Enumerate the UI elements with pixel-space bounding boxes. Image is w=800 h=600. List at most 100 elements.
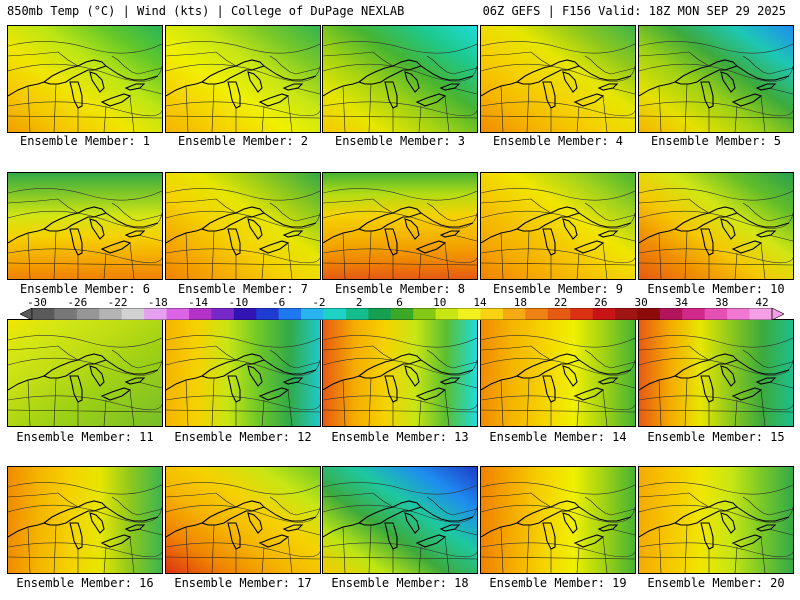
coastline — [8, 65, 159, 97]
height-contour — [639, 542, 793, 558]
colorbar-swatch — [727, 308, 750, 320]
great-lakes-outline — [200, 59, 304, 109]
colorbar-swatch — [592, 308, 616, 320]
great-lakes-outline — [673, 353, 777, 403]
colorbar-tick-labels: -30 -26 -22 -18 -14 -10 -6 -2 2 6 10 14 18 22 26 30 34 38… — [0, 296, 800, 309]
height-contour — [8, 335, 162, 348]
height-contour — [639, 482, 793, 495]
height-contour — [481, 335, 635, 348]
colorbar-swatch — [615, 308, 638, 320]
height-contour — [323, 210, 477, 229]
coastline — [166, 212, 317, 244]
colorbar-swatch — [256, 308, 279, 320]
ensemble-member-label: Ensemble Member: 19 — [489, 576, 627, 590]
colorbar-swatch — [525, 308, 549, 320]
ensemble-member-map — [638, 172, 794, 280]
height-contour — [166, 248, 320, 264]
ensemble-member-map — [322, 172, 478, 280]
colorbar-tick-label: 42 — [755, 296, 769, 309]
colorbar-tick-label: 18 — [513, 296, 527, 309]
height-contour — [166, 357, 320, 376]
great-lakes-outline — [673, 500, 777, 550]
colorbar-swatch — [458, 308, 481, 320]
colorbar-swatch — [345, 308, 369, 320]
height-contour — [639, 63, 793, 82]
coastline — [639, 359, 790, 391]
ensemble-member-label: Ensemble Member: 4 — [492, 134, 624, 148]
state-borders — [639, 51, 793, 132]
height-contour — [481, 41, 635, 54]
colorbar-tick-label: 2 — [355, 296, 363, 309]
height-contour — [639, 504, 793, 523]
ensemble-member-map — [165, 172, 321, 280]
height-contour — [8, 395, 162, 411]
height-contour — [8, 210, 162, 229]
coastline — [481, 359, 632, 391]
colorbar-swatch — [121, 308, 145, 320]
coastline — [323, 359, 474, 391]
ensemble-member-label: Ensemble Member: 1 — [19, 134, 151, 148]
height-contour — [323, 101, 477, 117]
state-borders — [481, 492, 635, 573]
great-lakes-outline — [42, 206, 146, 256]
height-contour — [481, 542, 635, 558]
height-contour — [8, 101, 162, 117]
height-contour — [639, 248, 793, 264]
ensemble-member-label: Ensemble Member: 10 — [647, 282, 785, 296]
height-contour — [8, 248, 162, 264]
height-contour — [481, 101, 635, 117]
colorbar-tick-label: 38 — [715, 296, 729, 309]
height-contour — [323, 504, 477, 523]
colorbar-high-arrow — [771, 308, 784, 320]
state-borders — [8, 198, 162, 279]
great-lakes-outline — [673, 59, 777, 109]
coastline — [8, 359, 159, 391]
temperature-colorbar — [20, 308, 784, 320]
coastline — [323, 65, 474, 97]
height-contour — [8, 542, 162, 558]
colorbar-swatch — [547, 308, 571, 320]
coastline — [481, 212, 632, 244]
height-contour — [8, 63, 162, 82]
height-contour — [8, 188, 162, 201]
height-contour — [639, 41, 793, 54]
ensemble-member-label: Ensemble Member: 14 — [489, 430, 627, 444]
ensemble-member-label: Ensemble Member: 15 — [647, 430, 785, 444]
height-contour — [166, 542, 320, 558]
coastline — [481, 65, 632, 97]
height-contour — [166, 335, 320, 348]
colorbar-tick-label: -6 — [272, 296, 286, 309]
height-contour — [481, 504, 635, 523]
colorbar-swatch — [659, 308, 683, 320]
colorbar-tick-label: 34 — [674, 296, 689, 309]
height-contour — [166, 63, 320, 82]
colorbar-swatch — [211, 308, 235, 320]
state-borders — [166, 345, 320, 426]
great-lakes-outline — [673, 206, 777, 256]
ensemble-member-map — [638, 319, 794, 427]
colorbar-swatch — [54, 308, 78, 320]
coastline — [639, 65, 790, 97]
ensemble-member-label: Ensemble Member: 3 — [334, 134, 466, 148]
state-borders — [166, 51, 320, 132]
colorbar-swatch — [502, 308, 526, 320]
height-contour — [481, 63, 635, 82]
ensemble-member-map — [7, 25, 163, 133]
height-contour — [166, 101, 320, 117]
ensemble-member-label: Ensemble Member: 20 — [647, 576, 785, 590]
ensemble-member-map — [7, 466, 163, 574]
colorbar-swatch — [368, 308, 392, 320]
coastline — [166, 65, 317, 97]
ensemble-member-label: Ensemble Member: 18 — [331, 576, 469, 590]
colorbar-swatch — [99, 308, 122, 320]
colorbar-tick-label: 26 — [594, 296, 608, 309]
great-lakes-outline — [200, 500, 304, 550]
ensemble-member-map — [638, 25, 794, 133]
colorbar-tick-label: -14 — [188, 296, 209, 309]
state-borders — [323, 345, 477, 426]
height-contour — [639, 335, 793, 348]
height-contour — [166, 482, 320, 495]
height-contour — [8, 357, 162, 376]
height-contour — [481, 395, 635, 411]
run-valid-time: 06Z GEFS | F156 Valid: 18Z MON SEP 29 20… — [482, 4, 786, 18]
